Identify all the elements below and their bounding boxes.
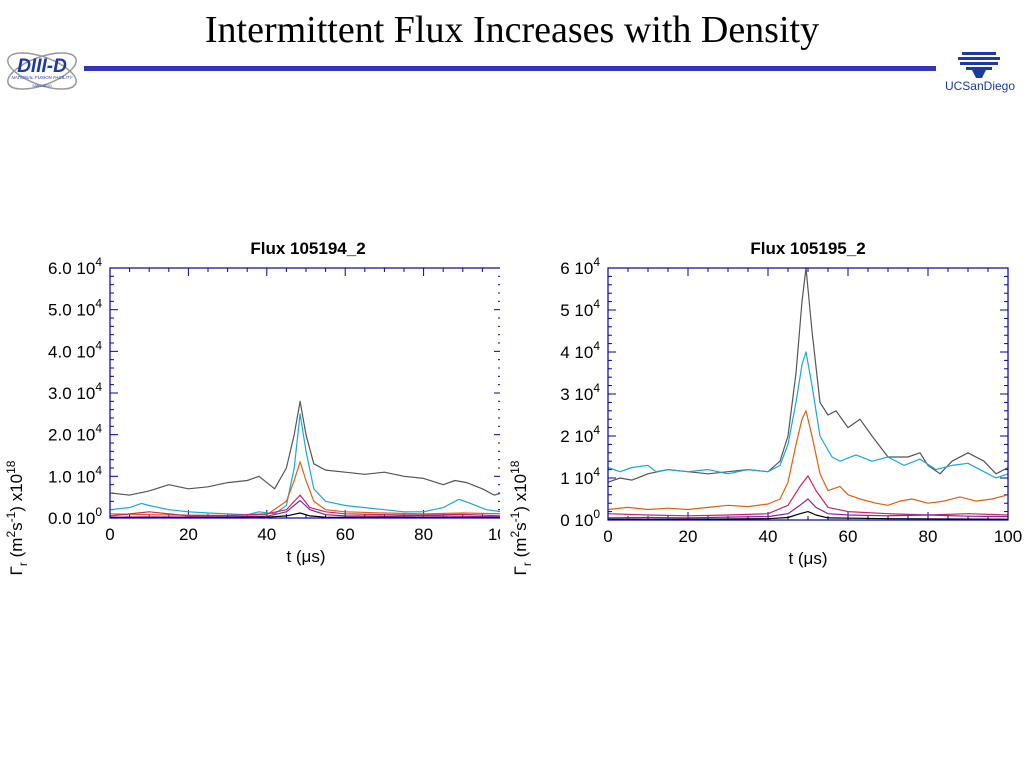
uc-san-diego-wordmark: UCSanDiego bbox=[945, 79, 1015, 93]
x-tick-label: 20 bbox=[179, 525, 198, 544]
plot-frame bbox=[607, 267, 1009, 521]
series-line-1 bbox=[109, 400, 500, 496]
diii-d-logo-caption: NATIONAL FUSION FACILITY bbox=[11, 75, 73, 80]
y-tick-label: 2 104 bbox=[560, 423, 600, 446]
axis-ticks bbox=[607, 267, 1009, 521]
y-axis-label-text: Γr (m2s-1) x1018 bbox=[508, 460, 534, 575]
series-line-2 bbox=[109, 413, 500, 516]
x-tick-label: 60 bbox=[839, 527, 858, 546]
x-tick-label: 80 bbox=[919, 527, 938, 546]
x-axis-label: t (μs) bbox=[788, 549, 827, 568]
x-tick-label: 60 bbox=[336, 525, 355, 544]
x-tick-label: 40 bbox=[257, 525, 276, 544]
x-tick-label: 100 bbox=[488, 525, 500, 544]
y-axis-label-text: Γr (m2s-1) x1018 bbox=[4, 460, 30, 575]
library-building-icon bbox=[958, 52, 1000, 78]
header-rule bbox=[84, 66, 936, 71]
diii-d-logo-sub: SAN DIEGO bbox=[32, 84, 52, 88]
series-line-6 bbox=[608, 511, 1009, 520]
y-tick-label: 6 104 bbox=[560, 255, 600, 278]
series-line-1 bbox=[607, 267, 1009, 483]
y-tick-label: 2.0 104 bbox=[48, 422, 102, 445]
x-tick-labels: 0 20 40 60 80 100 bbox=[105, 525, 500, 544]
y-tick-label: 1.0 104 bbox=[48, 463, 102, 486]
x-tick-label: 40 bbox=[759, 527, 778, 546]
series-layer bbox=[109, 400, 500, 519]
y-tick-label: 5.0 104 bbox=[48, 297, 102, 320]
y-tick-label: 3.0 104 bbox=[48, 380, 102, 403]
x-axis-label: t (μs) bbox=[286, 547, 325, 566]
series-layer bbox=[607, 267, 1009, 520]
chart-title: Flux 105194_2 bbox=[250, 239, 365, 258]
x-tick-label: 0 bbox=[603, 527, 612, 546]
y-tick-label: 3 104 bbox=[560, 381, 600, 404]
x-tick-label: 80 bbox=[414, 525, 433, 544]
y-tick-labels: 0 100 1 104 2 104 3 104 4 104 5 104 6 104 bbox=[560, 255, 600, 530]
x-tick-label: 20 bbox=[679, 527, 698, 546]
y-tick-label: 0 100 bbox=[560, 507, 600, 530]
plot-frame bbox=[109, 267, 500, 519]
x-tick-labels: 0 20 40 60 80 100 bbox=[603, 527, 1022, 546]
y-tick-label: 5 104 bbox=[560, 297, 600, 320]
y-tick-label: 0.0 100 bbox=[48, 505, 102, 528]
chart-title: Flux 105195_2 bbox=[750, 239, 865, 258]
y-axis-label: Γr (m2s-1) x1018 bbox=[508, 460, 534, 575]
diii-d-logo-name: DIII-D bbox=[17, 56, 67, 77]
y-tick-label: 1 104 bbox=[560, 465, 600, 488]
y-tick-labels: 0.0 100 1.0 104 2.0 104 3.0 104 4.0 104 5.0 1… bbox=[48, 255, 102, 528]
x-tick-label: 100 bbox=[994, 527, 1022, 546]
series-line-5 bbox=[607, 498, 1009, 519]
y-tick-label: 4.0 104 bbox=[48, 338, 102, 361]
flux-chart-105194: Flux 105194_2 Γr (m2s-1) x1018 0.0 100 1.… bbox=[4, 239, 500, 575]
series-line-4 bbox=[607, 475, 1009, 517]
flux-chart-105195: Flux 105195_2 Γr (m2s-1) x1018 0 100 1 10… bbox=[508, 239, 1022, 575]
uc-san-diego-logo: UCSanDiego bbox=[945, 52, 1015, 93]
series-line-3 bbox=[607, 410, 1009, 511]
axis-ticks bbox=[109, 267, 500, 519]
series-line-4 bbox=[109, 494, 500, 517]
x-tick-label: 0 bbox=[105, 525, 114, 544]
series-line-2 bbox=[607, 351, 1009, 479]
y-axis-label: Γr (m2s-1) x1018 bbox=[4, 460, 30, 575]
y-tick-label: 4 104 bbox=[560, 339, 600, 362]
y-tick-label: 6.0 104 bbox=[48, 255, 102, 278]
diii-d-logo: DIII-D NATIONAL FUSION FACILITY SAN DIEG… bbox=[7, 52, 77, 90]
slide-title: Intermittent Flux Increases with Density bbox=[204, 9, 820, 51]
